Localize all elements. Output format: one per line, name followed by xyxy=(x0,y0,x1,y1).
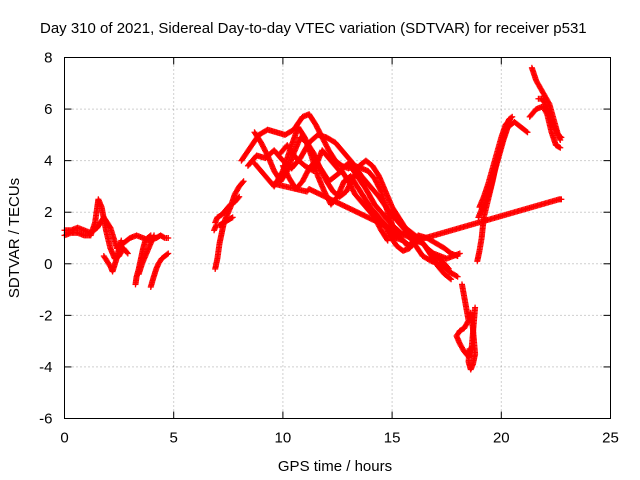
data-point xyxy=(235,194,242,201)
x-tick-label: 10 xyxy=(275,430,292,447)
x-tick-label: 5 xyxy=(170,430,178,447)
data-point xyxy=(229,214,236,221)
data-point xyxy=(124,250,131,257)
data-point xyxy=(557,137,564,144)
data-point xyxy=(239,179,246,186)
y-tick-label: -4 xyxy=(39,359,52,376)
data-point xyxy=(165,250,172,257)
data-point xyxy=(453,272,460,279)
x-axis-label: GPS time / hours xyxy=(278,458,392,475)
data-point xyxy=(240,178,247,185)
data-point xyxy=(523,128,530,135)
ticks-layer xyxy=(64,57,611,419)
data-point xyxy=(506,117,513,124)
y-tick-label: 0 xyxy=(44,256,52,273)
data-point xyxy=(446,275,453,282)
data-point xyxy=(384,237,391,244)
data-point xyxy=(507,116,514,123)
data-point xyxy=(454,253,461,260)
data-point xyxy=(466,345,473,352)
data-point xyxy=(472,304,479,311)
data-point xyxy=(448,276,455,283)
data-point xyxy=(118,237,125,244)
data-point xyxy=(524,129,531,136)
y-tick-label: 4 xyxy=(44,153,52,170)
x-tick-label: 15 xyxy=(384,430,401,447)
data-point xyxy=(151,232,158,239)
data-points-layer xyxy=(61,64,565,373)
data-point xyxy=(444,264,451,271)
data-point xyxy=(454,273,461,280)
x-tick-label: 20 xyxy=(493,430,510,447)
data-point xyxy=(384,236,391,243)
data-point xyxy=(558,196,565,203)
data-point xyxy=(165,235,172,241)
data-point xyxy=(236,193,243,200)
y-tick-label: 6 xyxy=(44,101,52,118)
chart-title: Day 310 of 2021, Sidereal Day-to-day VTE… xyxy=(40,20,587,37)
x-tick-label: 0 xyxy=(60,430,68,447)
data-point xyxy=(164,251,171,258)
y-tick-label: -2 xyxy=(39,307,52,324)
y-tick-label: 2 xyxy=(44,204,52,221)
data-point xyxy=(123,249,130,256)
data-point xyxy=(445,265,452,272)
y-tick-label: 8 xyxy=(44,50,52,67)
plot-frame xyxy=(64,57,611,419)
tick-labels-layer: 0 5 10 15 20 25 -6 -4 -2 0 2 4 6 8 xyxy=(39,50,619,447)
y-tick-label: -6 xyxy=(39,411,52,428)
x-tick-label: 25 xyxy=(602,430,619,447)
data-point xyxy=(557,144,564,151)
y-axis-label: SDTVAR / TECUs xyxy=(6,178,23,298)
